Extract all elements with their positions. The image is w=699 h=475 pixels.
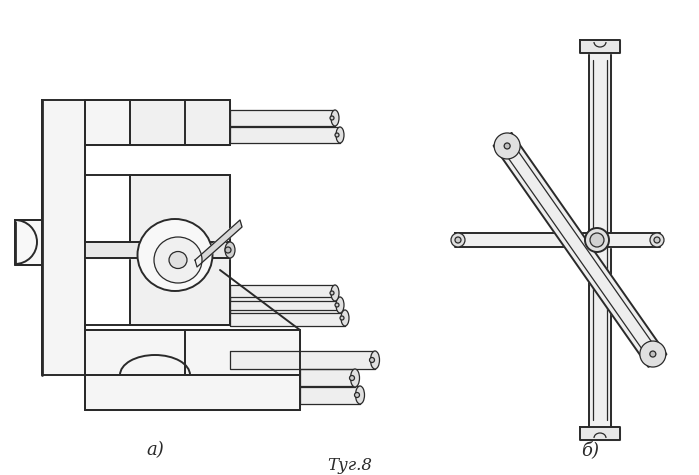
Ellipse shape	[585, 228, 609, 252]
Ellipse shape	[341, 310, 349, 326]
Ellipse shape	[451, 233, 465, 247]
Polygon shape	[230, 310, 345, 326]
Ellipse shape	[370, 351, 380, 369]
Ellipse shape	[330, 291, 334, 295]
Ellipse shape	[494, 133, 520, 159]
Text: б): б)	[581, 441, 599, 459]
Ellipse shape	[640, 341, 666, 367]
Polygon shape	[580, 40, 620, 53]
Ellipse shape	[225, 242, 235, 258]
Polygon shape	[493, 133, 666, 367]
Polygon shape	[42, 100, 85, 375]
Polygon shape	[85, 100, 185, 145]
Ellipse shape	[330, 116, 334, 120]
Polygon shape	[85, 330, 185, 375]
Polygon shape	[589, 45, 611, 435]
Polygon shape	[230, 285, 335, 301]
Polygon shape	[15, 220, 42, 265]
Ellipse shape	[154, 237, 202, 283]
Ellipse shape	[455, 237, 461, 243]
Ellipse shape	[356, 386, 364, 404]
Polygon shape	[85, 330, 185, 375]
Polygon shape	[85, 375, 300, 410]
Ellipse shape	[225, 247, 231, 253]
Text: a): a)	[146, 441, 164, 459]
Ellipse shape	[336, 127, 344, 143]
Ellipse shape	[654, 237, 660, 243]
Polygon shape	[185, 330, 300, 375]
Polygon shape	[230, 127, 340, 143]
Ellipse shape	[350, 376, 354, 380]
Ellipse shape	[336, 297, 344, 313]
Ellipse shape	[590, 233, 604, 247]
Polygon shape	[130, 175, 230, 325]
Polygon shape	[85, 242, 230, 258]
Polygon shape	[195, 220, 242, 267]
Ellipse shape	[370, 358, 375, 362]
Ellipse shape	[138, 219, 212, 291]
Polygon shape	[230, 110, 335, 126]
Polygon shape	[230, 351, 375, 369]
Ellipse shape	[169, 251, 187, 268]
Polygon shape	[300, 386, 360, 404]
Ellipse shape	[650, 351, 656, 357]
Polygon shape	[300, 369, 355, 387]
Ellipse shape	[340, 316, 344, 320]
Ellipse shape	[331, 110, 339, 126]
Polygon shape	[580, 427, 620, 440]
Ellipse shape	[335, 133, 339, 137]
Ellipse shape	[335, 303, 339, 307]
Polygon shape	[455, 233, 660, 247]
Ellipse shape	[331, 285, 339, 301]
Polygon shape	[130, 100, 230, 145]
Text: Τуг.8: Τуг.8	[328, 456, 373, 474]
Ellipse shape	[650, 233, 664, 247]
Polygon shape	[230, 297, 340, 313]
Ellipse shape	[350, 369, 359, 387]
Ellipse shape	[504, 143, 510, 149]
Ellipse shape	[354, 392, 359, 398]
